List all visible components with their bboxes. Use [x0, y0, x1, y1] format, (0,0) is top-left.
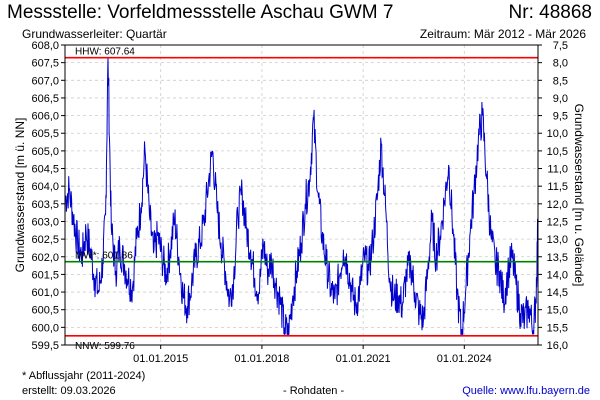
y-tick-label: 605,5 [31, 128, 59, 140]
raw-data-label: - Rohdaten - [283, 385, 345, 397]
reference-label-nnw: NNW: 599.76 [75, 341, 135, 352]
y-tick-label: 608,0 [31, 40, 59, 52]
y-right-tick-label: 10,5 [547, 146, 568, 158]
y-axis-title: Grundwasserstand [m ü. NN] [13, 118, 27, 273]
y-tick-label: 607,0 [31, 75, 59, 87]
y-right-tick-label: 15,0 [547, 305, 568, 317]
created-date: erstellt: 09.03.2026 [22, 385, 116, 397]
x-tick-label: 01.01.2015 [133, 353, 188, 365]
period-label: Zeitraum: Mär 2012 - Mär 2026 [419, 27, 586, 41]
y-tick-label: 599,5 [31, 340, 59, 352]
y-tick-label: 603,5 [31, 199, 59, 211]
y-right-tick-label: 12,5 [547, 216, 568, 228]
chart-title: Messstelle: Vorfeldmessstelle Aschau GWM… [7, 2, 394, 23]
y-right-tick-label: 8,0 [553, 58, 568, 70]
x-tick-label: 01.01.2024 [437, 353, 492, 365]
y-right-tick-label: 13,0 [547, 234, 568, 246]
plot-area [65, 45, 538, 345]
y-right-axis-title: Grundwasserstand [m u. Gelände] [572, 104, 586, 287]
y-right-tick-label: 10,0 [547, 128, 568, 140]
y-right-tick-label: 9,5 [553, 111, 568, 123]
y-right-tick-label: 8,5 [553, 75, 568, 87]
y-tick-label: 604,0 [31, 181, 59, 193]
y-right-tick-label: 12,0 [547, 199, 568, 211]
y-tick-label: 602,5 [31, 234, 59, 246]
y-tick-label: 601,5 [31, 269, 59, 281]
y-tick-label: 605,0 [31, 146, 59, 158]
y-tick-label: 606,0 [31, 111, 59, 123]
plot-frame [64, 44, 539, 346]
y-tick-label: 600,5 [31, 305, 59, 317]
y-right-tick-label: 14,5 [547, 287, 568, 299]
y-tick-label: 602,0 [31, 252, 59, 264]
y-tick-label: 607,5 [31, 58, 59, 70]
aquifer-label: Grundwasserleiter: Quartär [22, 27, 167, 41]
y-right-tick-label: 11,0 [547, 164, 568, 176]
y-tick-label: 606,5 [31, 93, 59, 105]
reference-label-hhw: HHW: 607.64 [75, 47, 135, 58]
y-right-tick-label: 7,5 [553, 40, 568, 52]
y-right-tick-label: 16,0 [547, 340, 568, 352]
groundwater-series-line [64, 57, 539, 337]
source-link[interactable]: Quelle: www.lfu.bayern.de [462, 385, 590, 397]
footnote: * Abflussjahr (2011-2024) [22, 370, 146, 382]
y-tick-label: 604,5 [31, 164, 59, 176]
station-number: Nr: 48868 [508, 2, 592, 23]
y-right-tick-label: 14,0 [547, 269, 568, 281]
y-tick-label: 600,0 [31, 322, 59, 334]
y-tick-label: 603,0 [31, 216, 59, 228]
reference-label-mw: MW*: 601.86 [75, 251, 133, 262]
y-right-tick-label: 11,5 [547, 181, 568, 193]
y-tick-label: 601,0 [31, 287, 59, 299]
y-right-tick-label: 15,5 [547, 322, 568, 334]
y-right-tick-label: 13,5 [547, 252, 568, 264]
x-tick-label: 01.01.2018 [234, 353, 289, 365]
y-right-tick-label: 9,0 [553, 93, 568, 105]
x-tick-label: 01.01.2021 [336, 353, 391, 365]
